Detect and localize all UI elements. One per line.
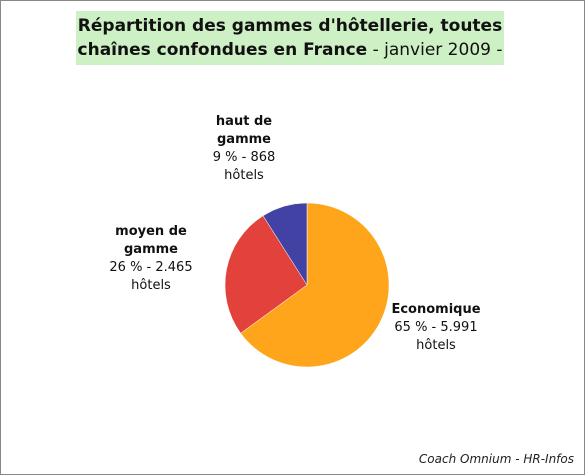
pie-slice — [240, 202, 390, 368]
category-label: haut de gamme — [215, 114, 273, 147]
slice-label: haut de gamme 9 % - 868 hôtels — [201, 113, 287, 185]
category-label: Economique — [391, 302, 481, 317]
chart-title-box: Répartition des gammes d'hôtellerie, tou… — [76, 11, 504, 65]
slice-label: Economique 65 % - 5.991 hôtels — [386, 301, 486, 355]
slice-label: moyen de gamme 26 % - 2.465 hôtels — [101, 223, 201, 295]
chart-title: Répartition des gammes d'hôtellerie, tou… — [77, 16, 503, 60]
value-label: 65 % - 5.991 hôtels — [394, 320, 478, 353]
pie-slice — [262, 202, 308, 286]
value-label: 26 % - 2.465 hôtels — [109, 260, 193, 293]
chart-subtitle: - janvier 2009 - — [372, 40, 503, 60]
pie-slice — [224, 215, 308, 334]
category-label: moyen de gamme — [115, 224, 187, 257]
source: Coach Omnium - HR-Infos — [418, 452, 574, 466]
value-label: 9 % - 868 hôtels — [212, 150, 276, 183]
